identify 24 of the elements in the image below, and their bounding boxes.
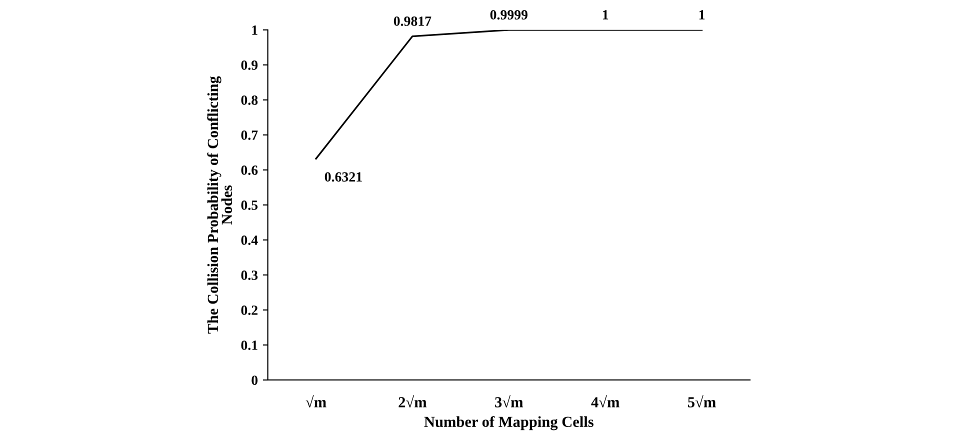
- y-tick-label: 0.6: [241, 166, 258, 175]
- line-series: [315, 30, 703, 160]
- data-label: 1: [699, 10, 705, 20]
- x-axis-title: Number of Mapping Cells: [424, 416, 594, 430]
- y-axis-title: The Collision Probability of Conflicting Nodes: [207, 76, 232, 334]
- y-tick-label: 0.9: [241, 60, 258, 70]
- y-tick-label: 0.4: [241, 236, 258, 245]
- data-label: 1: [602, 10, 608, 20]
- x-tick-label: 5√m: [688, 395, 716, 408]
- data-label: 0.9999: [490, 10, 528, 20]
- y-tick-label: 0.8: [241, 95, 258, 105]
- x-tick-label: √m: [306, 395, 326, 408]
- y-tick-label: 0.5: [241, 200, 258, 210]
- y-tick-label: 0.2: [241, 306, 258, 315]
- y-tick-label: 0.3: [241, 270, 258, 280]
- data-label: 0.9817: [394, 16, 432, 26]
- y-tick-label: 0.7: [241, 130, 258, 140]
- y-tick-label: 1: [252, 26, 258, 35]
- x-tick-label: 4√m: [591, 395, 620, 408]
- y-tick-label: 0.1: [241, 340, 258, 350]
- y-tick-label: 0: [252, 376, 258, 385]
- data-label: 0.6321: [324, 172, 362, 182]
- x-tick-label: 2√m: [398, 395, 427, 408]
- x-tick-label: 3√m: [495, 395, 524, 408]
